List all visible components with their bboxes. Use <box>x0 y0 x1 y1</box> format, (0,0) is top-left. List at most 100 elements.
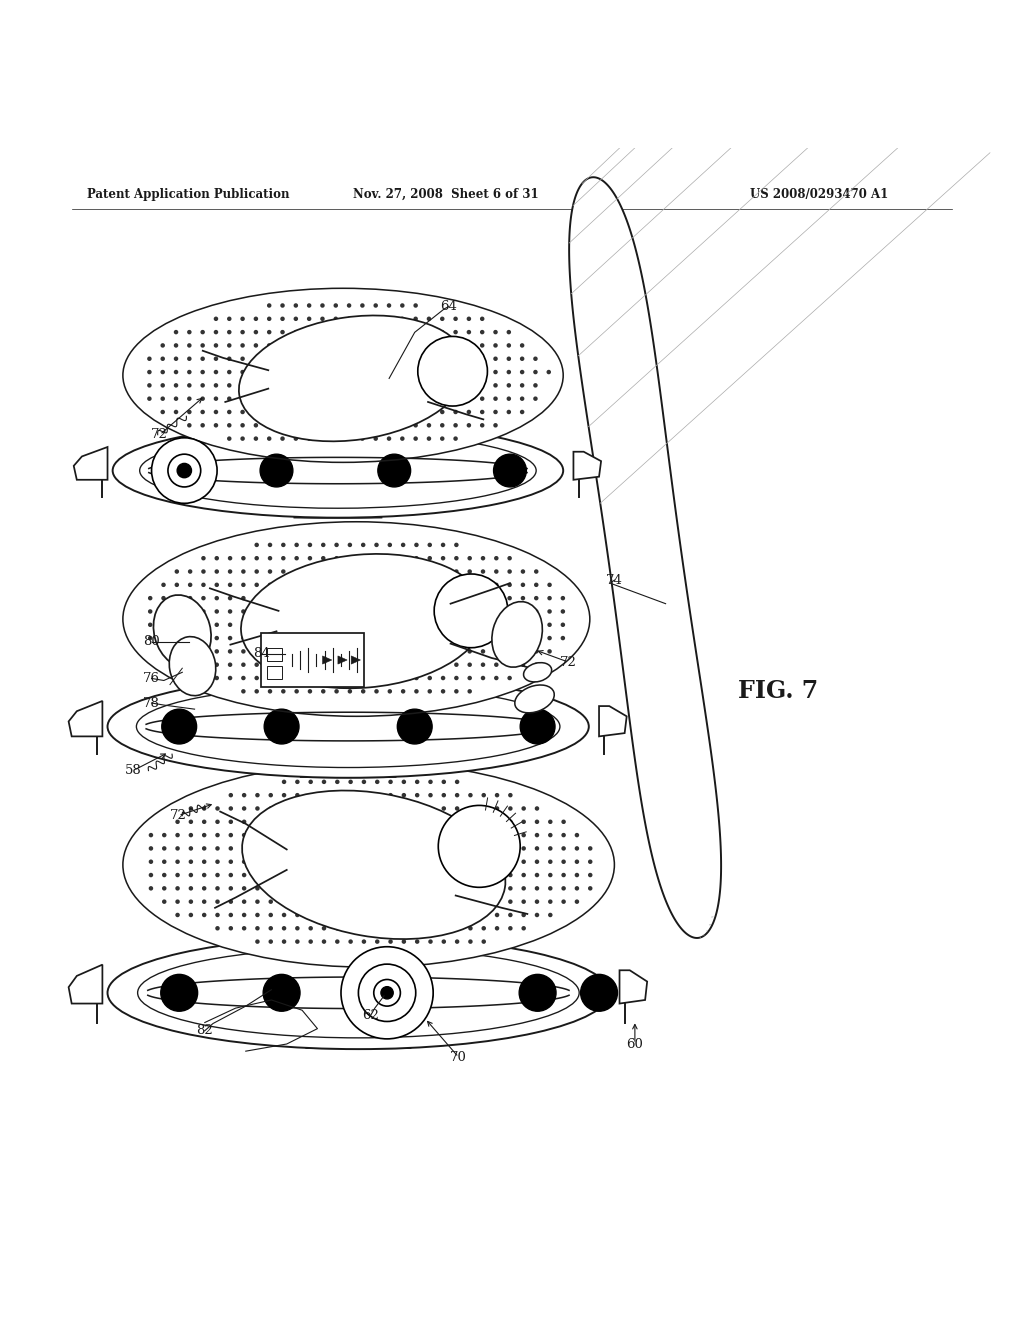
Circle shape <box>347 649 352 653</box>
Circle shape <box>382 845 386 849</box>
Circle shape <box>440 317 444 321</box>
Circle shape <box>423 896 427 899</box>
Circle shape <box>201 649 206 653</box>
Circle shape <box>414 543 419 548</box>
Circle shape <box>387 652 391 656</box>
Circle shape <box>455 873 460 878</box>
Circle shape <box>274 631 279 635</box>
Circle shape <box>241 610 246 614</box>
Circle shape <box>385 384 389 387</box>
Circle shape <box>295 940 300 944</box>
Circle shape <box>481 846 486 850</box>
Circle shape <box>174 636 179 640</box>
Circle shape <box>174 649 179 653</box>
Circle shape <box>413 824 417 828</box>
Circle shape <box>402 834 407 838</box>
Circle shape <box>300 845 304 849</box>
Circle shape <box>202 846 207 850</box>
Circle shape <box>282 780 287 784</box>
Circle shape <box>388 793 393 797</box>
Circle shape <box>188 846 194 850</box>
Circle shape <box>374 317 378 321</box>
Circle shape <box>454 343 458 347</box>
Circle shape <box>414 569 419 574</box>
Circle shape <box>441 940 446 944</box>
Circle shape <box>427 409 431 414</box>
Circle shape <box>214 569 219 574</box>
Circle shape <box>441 820 446 824</box>
Circle shape <box>374 623 379 627</box>
Circle shape <box>418 622 422 624</box>
Circle shape <box>494 610 499 614</box>
Circle shape <box>303 343 307 346</box>
Circle shape <box>441 793 446 797</box>
Circle shape <box>367 590 371 594</box>
Circle shape <box>336 652 340 656</box>
Circle shape <box>334 556 339 561</box>
Circle shape <box>375 404 379 408</box>
Circle shape <box>494 330 498 334</box>
Circle shape <box>324 363 328 367</box>
Circle shape <box>254 689 259 693</box>
Circle shape <box>347 610 352 614</box>
Circle shape <box>310 886 314 890</box>
Circle shape <box>254 343 258 347</box>
Circle shape <box>215 820 220 824</box>
Circle shape <box>480 569 485 574</box>
Circle shape <box>201 556 206 561</box>
Circle shape <box>520 610 525 614</box>
Circle shape <box>331 896 335 899</box>
Circle shape <box>480 676 485 680</box>
Circle shape <box>313 414 317 418</box>
Circle shape <box>415 899 420 904</box>
Circle shape <box>401 886 407 891</box>
Circle shape <box>521 833 526 837</box>
Circle shape <box>440 569 445 574</box>
Circle shape <box>307 582 312 587</box>
Circle shape <box>454 409 458 414</box>
Circle shape <box>454 422 458 428</box>
Circle shape <box>187 595 193 601</box>
Circle shape <box>360 437 365 441</box>
Circle shape <box>174 663 179 667</box>
Circle shape <box>454 689 459 693</box>
Circle shape <box>561 820 566 824</box>
Circle shape <box>283 352 287 356</box>
Circle shape <box>310 896 314 899</box>
Circle shape <box>335 940 340 944</box>
Circle shape <box>480 396 484 401</box>
Circle shape <box>241 317 245 321</box>
Circle shape <box>347 543 352 548</box>
Polygon shape <box>620 970 647 1003</box>
Circle shape <box>454 317 458 321</box>
Circle shape <box>413 855 417 858</box>
Circle shape <box>427 610 432 614</box>
Circle shape <box>367 631 371 635</box>
Circle shape <box>334 356 338 360</box>
Circle shape <box>548 820 553 824</box>
Circle shape <box>508 793 513 797</box>
Circle shape <box>481 899 486 904</box>
Circle shape <box>438 622 442 624</box>
Circle shape <box>283 363 287 367</box>
Circle shape <box>272 374 276 378</box>
Circle shape <box>387 582 392 587</box>
Circle shape <box>214 623 219 627</box>
Circle shape <box>507 409 511 414</box>
Circle shape <box>428 622 432 624</box>
Circle shape <box>228 886 233 891</box>
Circle shape <box>308 793 313 797</box>
Circle shape <box>467 356 471 360</box>
Circle shape <box>360 370 365 375</box>
Circle shape <box>423 906 427 909</box>
Circle shape <box>347 422 351 428</box>
Circle shape <box>321 906 325 909</box>
Circle shape <box>175 820 180 824</box>
Circle shape <box>374 663 379 667</box>
Circle shape <box>494 422 498 428</box>
Circle shape <box>360 304 365 308</box>
Circle shape <box>438 631 442 635</box>
Circle shape <box>414 556 419 561</box>
Text: 82: 82 <box>197 1024 213 1038</box>
Circle shape <box>374 383 378 388</box>
